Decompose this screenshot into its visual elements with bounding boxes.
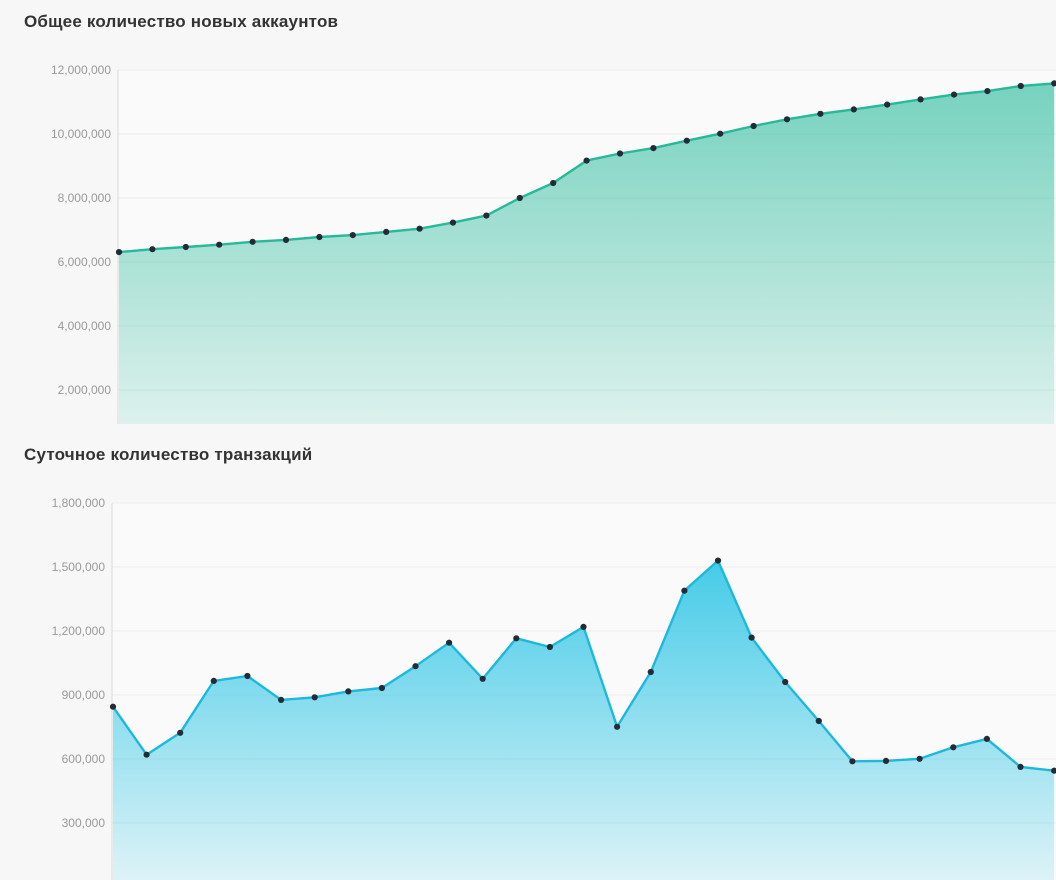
data-point-marker[interactable] — [416, 225, 423, 232]
data-point-marker[interactable] — [650, 145, 657, 152]
data-point-marker[interactable] — [412, 663, 419, 670]
data-point-marker[interactable] — [783, 116, 791, 123]
y-tick-label: 6,000,000 — [58, 255, 112, 269]
data-point-marker[interactable] — [817, 110, 824, 117]
data-point-marker[interactable] — [849, 758, 856, 765]
y-tick-label: 1,200,000 — [52, 624, 106, 638]
y-tick-label: 1,800,000 — [52, 496, 106, 510]
data-point-marker[interactable] — [1051, 80, 1056, 87]
data-point-marker[interactable] — [647, 668, 654, 676]
data-point-marker[interactable] — [249, 238, 256, 245]
data-point-marker[interactable] — [149, 246, 156, 253]
series-area-fill — [113, 560, 1055, 880]
data-point-marker[interactable] — [748, 634, 755, 641]
y-tick-label: 10,000,000 — [51, 127, 111, 141]
data-point-marker[interactable] — [882, 757, 890, 765]
data-point-marker[interactable] — [278, 696, 285, 704]
data-point-marker[interactable] — [483, 212, 490, 219]
y-tick-label: 1,500,000 — [52, 560, 106, 574]
chart-title-daily-transactions: Суточное количество транзакций — [24, 445, 313, 464]
new-accounts-area-chart[interactable]: 12,000,000 10,000,000 8,000,000 6,000,000 4,… — [0, 0, 1056, 424]
chart-title-new-accounts: Общее количество новых аккаунтов — [24, 12, 339, 31]
data-point-marker[interactable] — [950, 744, 957, 751]
data-point-marker[interactable] — [177, 729, 184, 736]
data-point-marker[interactable] — [550, 179, 557, 187]
data-point-marker[interactable] — [983, 735, 991, 743]
data-point-marker[interactable] — [244, 672, 251, 680]
daily-transactions-area-chart[interactable]: 1,800,000 1,500,000 1,200,000 900,000 600,00… — [0, 440, 1056, 880]
data-point-marker[interactable] — [1017, 82, 1024, 90]
data-point-marker[interactable] — [345, 688, 352, 695]
data-point-marker[interactable] — [1017, 763, 1024, 771]
data-point-marker[interactable] — [216, 241, 223, 248]
data-point-marker[interactable] — [950, 91, 958, 98]
y-axis-labels: 1,800,000 1,500,000 1,200,000 900,000 600,00… — [52, 496, 106, 830]
data-point-marker[interactable] — [210, 677, 217, 685]
data-point-marker[interactable] — [449, 219, 457, 226]
data-point-marker[interactable] — [917, 96, 924, 103]
data-point-marker[interactable] — [616, 150, 624, 157]
y-tick-label: 12,000,000 — [51, 63, 111, 77]
data-points — [115, 80, 1056, 256]
data-point-marker[interactable] — [546, 643, 554, 651]
data-point-marker[interactable] — [349, 232, 356, 239]
y-tick-label: 900,000 — [62, 688, 106, 702]
series-area-fill — [119, 83, 1055, 424]
y-tick-label: 600,000 — [62, 752, 106, 766]
data-point-marker[interactable] — [717, 130, 724, 137]
data-point-marker[interactable] — [815, 717, 822, 725]
data-point-marker[interactable] — [1051, 767, 1056, 774]
data-point-marker[interactable] — [316, 233, 323, 241]
y-tick-label: 300,000 — [62, 816, 106, 830]
data-point-marker[interactable] — [182, 243, 189, 251]
data-point-marker[interactable] — [714, 557, 722, 564]
data-point-marker[interactable] — [850, 106, 857, 113]
data-point-marker[interactable] — [446, 639, 453, 646]
data-points — [109, 557, 1056, 774]
y-tick-label: 8,000,000 — [58, 191, 112, 205]
y-tick-label: 2,000,000 — [58, 383, 112, 397]
data-point-marker[interactable] — [984, 88, 991, 95]
data-point-marker[interactable] — [513, 635, 520, 642]
data-point-marker[interactable] — [378, 684, 385, 692]
data-point-marker[interactable] — [109, 703, 117, 710]
data-point-marker[interactable] — [681, 587, 688, 594]
data-point-marker[interactable] — [383, 228, 390, 235]
data-point-marker[interactable] — [916, 755, 923, 762]
data-point-marker[interactable] — [614, 723, 621, 730]
data-point-marker[interactable] — [115, 249, 123, 256]
data-point-marker[interactable] — [479, 675, 486, 682]
data-point-marker[interactable] — [282, 236, 290, 243]
data-point-marker[interactable] — [311, 694, 318, 701]
data-point-marker[interactable] — [782, 678, 789, 686]
data-point-marker[interactable] — [683, 137, 690, 144]
y-axis-labels: 12,000,000 10,000,000 8,000,000 6,000,000 4,… — [51, 63, 111, 397]
y-tick-label: 4,000,000 — [58, 319, 112, 333]
data-point-marker[interactable] — [884, 101, 891, 108]
data-point-marker[interactable] — [583, 157, 590, 164]
data-point-marker[interactable] — [143, 751, 150, 758]
data-point-marker[interactable] — [750, 122, 757, 130]
data-point-marker[interactable] — [516, 194, 523, 202]
data-point-marker[interactable] — [580, 623, 587, 631]
